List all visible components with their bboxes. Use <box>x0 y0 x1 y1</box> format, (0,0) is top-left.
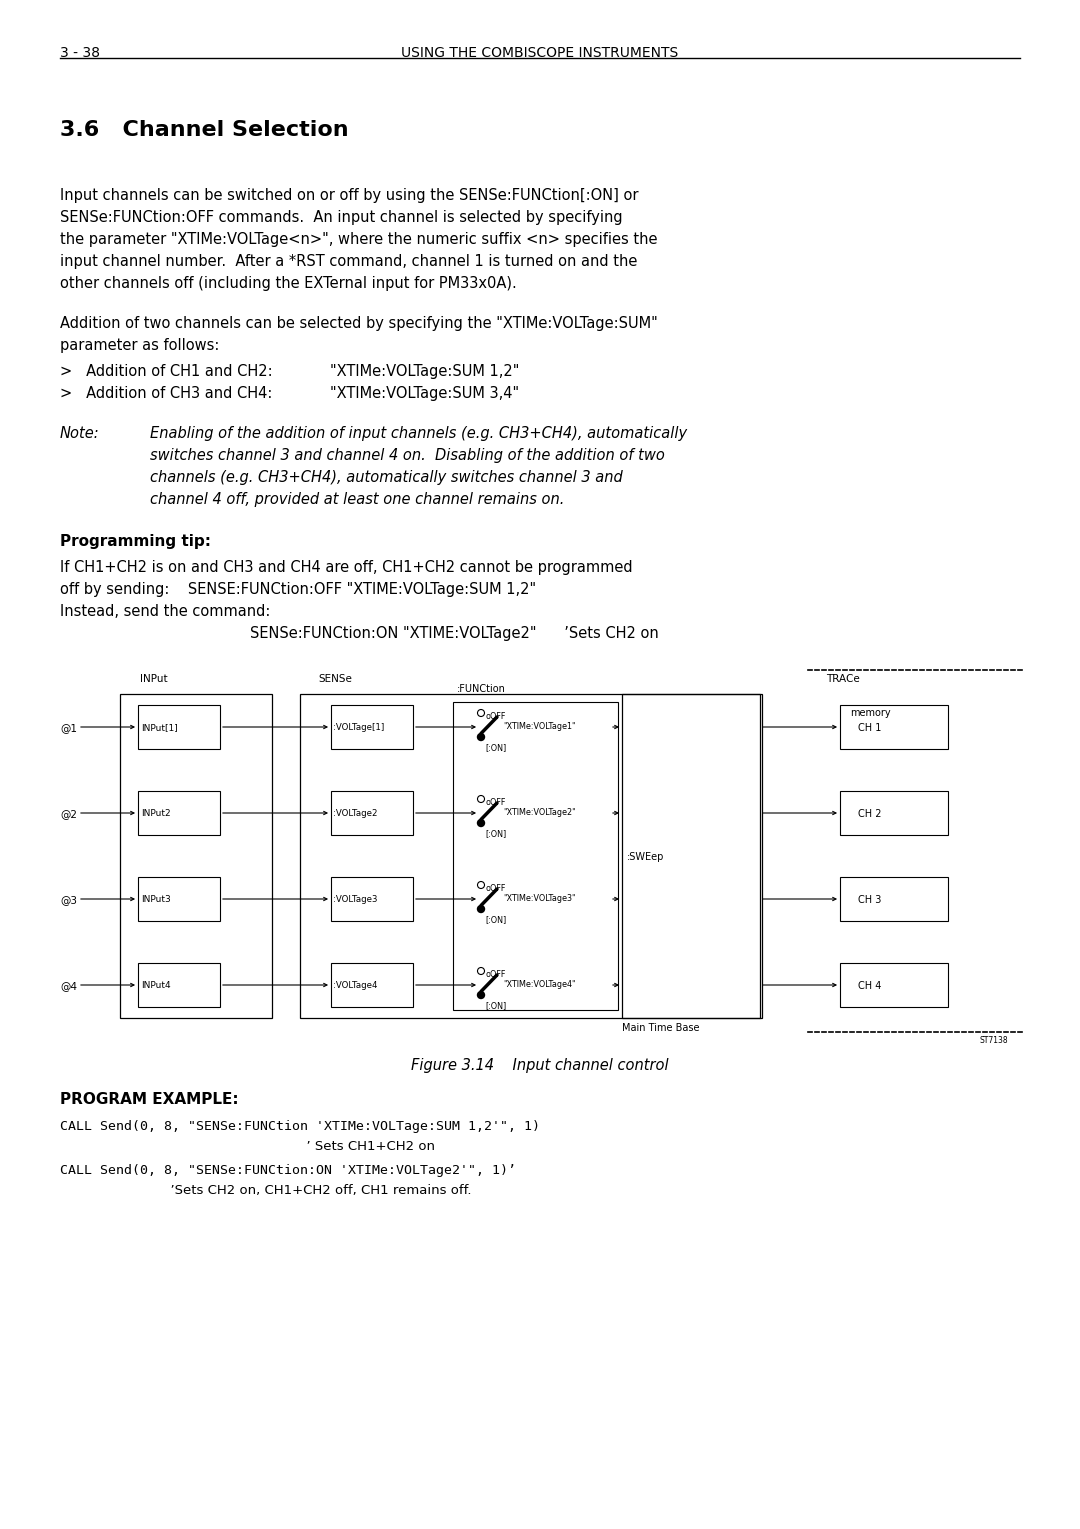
Text: "XTIMe:VOLTage2": "XTIMe:VOLTage2" <box>503 807 576 816</box>
Text: INPut3: INPut3 <box>141 894 171 904</box>
Text: If CH1+CH2 is on and CH3 and CH4 are off, CH1+CH2 cannot be programmed: If CH1+CH2 is on and CH3 and CH4 are off… <box>60 560 633 575</box>
Text: Addition of two channels can be selected by specifying the "XTIMe:VOLTage:SUM": Addition of two channels can be selected… <box>60 317 658 330</box>
Text: INPut[1]: INPut[1] <box>141 723 178 732</box>
Bar <box>138 963 220 1008</box>
Text: oOFF: oOFF <box>485 713 505 722</box>
Text: the parameter "XTIMe:VOLTage<n>", where the numeric suffix <n> specifies the: the parameter "XTIMe:VOLTage<n>", where … <box>60 232 658 248</box>
Text: INPut4: INPut4 <box>141 982 171 989</box>
Text: input channel number.  After a *RST command, channel 1 is turned on and the: input channel number. After a *RST comma… <box>60 254 637 269</box>
Text: "XTIMe:VOLTage:SUM 3,4": "XTIMe:VOLTage:SUM 3,4" <box>330 385 519 401</box>
Circle shape <box>477 991 485 998</box>
Text: USING THE COMBISCOPE INSTRUMENTS: USING THE COMBISCOPE INSTRUMENTS <box>402 46 678 60</box>
Text: other channels off (including the EXTernal input for PM33x0A).: other channels off (including the EXTern… <box>60 277 516 291</box>
Text: CALL Send(0, 8, "SENSe:FUNCtion 'XTIMe:VOLTage:SUM 1,2'", 1): CALL Send(0, 8, "SENSe:FUNCtion 'XTIMe:V… <box>60 1121 540 1133</box>
Circle shape <box>477 905 485 913</box>
Text: CH 2: CH 2 <box>858 809 881 820</box>
Text: switches channel 3 and channel 4 on.  Disabling of the addition of two: switches channel 3 and channel 4 on. Dis… <box>150 448 665 463</box>
Text: parameter as follows:: parameter as follows: <box>60 338 219 353</box>
Bar <box>138 878 220 920</box>
Text: :VOLTage4: :VOLTage4 <box>333 982 378 989</box>
Bar <box>330 790 413 835</box>
Text: :VOLTage3: :VOLTage3 <box>333 894 378 904</box>
Circle shape <box>477 820 485 827</box>
Text: >   Addition of CH3 and CH4:: > Addition of CH3 and CH4: <box>60 385 272 401</box>
Text: "XTIMe:VOLTage4": "XTIMe:VOLTage4" <box>503 980 576 989</box>
Bar <box>840 963 948 1008</box>
Text: channels (e.g. CH3+CH4), automatically switches channel 3 and: channels (e.g. CH3+CH4), automatically s… <box>150 469 623 485</box>
Text: SENSe:FUNCtion:ON "XTIME:VOLTage2"      ’Sets CH2 on: SENSe:FUNCtion:ON "XTIME:VOLTage2" ’Sets… <box>249 625 659 641</box>
Text: CH 3: CH 3 <box>858 894 881 905</box>
Text: :VOLTage[1]: :VOLTage[1] <box>333 723 384 732</box>
Text: @4: @4 <box>60 982 77 991</box>
Text: @2: @2 <box>60 809 77 820</box>
Text: SENSe: SENSe <box>318 674 352 683</box>
Text: 3 - 38: 3 - 38 <box>60 46 100 60</box>
Bar <box>138 705 220 749</box>
Text: "XTIMe:VOLTage:SUM 1,2": "XTIMe:VOLTage:SUM 1,2" <box>330 364 519 379</box>
Bar <box>330 878 413 920</box>
Bar <box>840 705 948 749</box>
Text: ST7138: ST7138 <box>980 1037 1009 1044</box>
Text: :FUNCtion: :FUNCtion <box>457 683 505 694</box>
Text: CALL Send(0, 8, "SENSe:FUNCtion:ON 'XTIMe:VOLTage2'", 1)’: CALL Send(0, 8, "SENSe:FUNCtion:ON 'XTIM… <box>60 1164 516 1177</box>
Text: [:ON]: [:ON] <box>485 743 507 752</box>
Bar <box>120 694 272 1018</box>
Text: 3.6   Channel Selection: 3.6 Channel Selection <box>60 119 349 141</box>
Circle shape <box>477 795 485 803</box>
Text: @3: @3 <box>60 894 77 905</box>
Bar <box>330 705 413 749</box>
Text: CH 4: CH 4 <box>858 982 881 991</box>
Bar <box>840 790 948 835</box>
Text: oOFF: oOFF <box>485 969 505 979</box>
Text: Figure 3.14    Input channel control: Figure 3.14 Input channel control <box>411 1058 669 1073</box>
Text: [:ON]: [:ON] <box>485 1001 507 1011</box>
Text: SENSe:FUNCtion:OFF commands.  An input channel is selected by specifying: SENSe:FUNCtion:OFF commands. An input ch… <box>60 209 623 225</box>
Bar <box>453 702 618 1011</box>
Circle shape <box>477 968 485 974</box>
Text: Input channels can be switched on or off by using the SENSe:FUNCtion[:ON] or: Input channels can be switched on or off… <box>60 188 638 203</box>
Bar <box>138 790 220 835</box>
Text: channel 4 off, provided at least one channel remains on.: channel 4 off, provided at least one cha… <box>150 492 565 508</box>
Text: Main Time Base: Main Time Base <box>622 1023 700 1034</box>
Text: oOFF: oOFF <box>485 884 505 893</box>
Text: TRACe: TRACe <box>826 674 860 683</box>
Text: oOFF: oOFF <box>485 798 505 807</box>
Text: "XTIMe:VOLTage3": "XTIMe:VOLTage3" <box>503 894 576 904</box>
Bar <box>622 694 760 1018</box>
Text: memory: memory <box>850 708 891 719</box>
Text: Enabling of the addition of input channels (e.g. CH3+CH4), automatically: Enabling of the addition of input channe… <box>150 427 687 440</box>
Text: @1: @1 <box>60 723 77 732</box>
Text: [:ON]: [:ON] <box>485 829 507 838</box>
Text: >   Addition of CH1 and CH2:: > Addition of CH1 and CH2: <box>60 364 272 379</box>
Text: ’ Sets CH1+CH2 on: ’ Sets CH1+CH2 on <box>60 1141 435 1153</box>
Text: Note:: Note: <box>60 427 99 440</box>
Bar <box>330 963 413 1008</box>
Text: :SWEep: :SWEep <box>627 852 664 862</box>
Text: INPut2: INPut2 <box>141 809 171 818</box>
Circle shape <box>477 709 485 717</box>
Bar <box>300 694 762 1018</box>
Circle shape <box>477 734 485 740</box>
Bar <box>840 878 948 920</box>
Text: ’Sets CH2 on, CH1+CH2 off, CH1 remains off.: ’Sets CH2 on, CH1+CH2 off, CH1 remains o… <box>60 1183 472 1197</box>
Text: "XTIMe:VOLTage1": "XTIMe:VOLTage1" <box>503 722 576 731</box>
Text: INPut: INPut <box>140 674 167 683</box>
Text: [:ON]: [:ON] <box>485 914 507 924</box>
Text: PROGRAM EXAMPLE:: PROGRAM EXAMPLE: <box>60 1092 239 1107</box>
Text: CH 1: CH 1 <box>858 723 881 732</box>
Text: off by sending:    SENSE:FUNCtion:OFF "XTIME:VOLTage:SUM 1,2": off by sending: SENSE:FUNCtion:OFF "XTIM… <box>60 583 536 596</box>
Text: :VOLTage2: :VOLTage2 <box>333 809 378 818</box>
Circle shape <box>477 882 485 888</box>
Text: Instead, send the command:: Instead, send the command: <box>60 604 270 619</box>
Text: Programming tip:: Programming tip: <box>60 534 211 549</box>
